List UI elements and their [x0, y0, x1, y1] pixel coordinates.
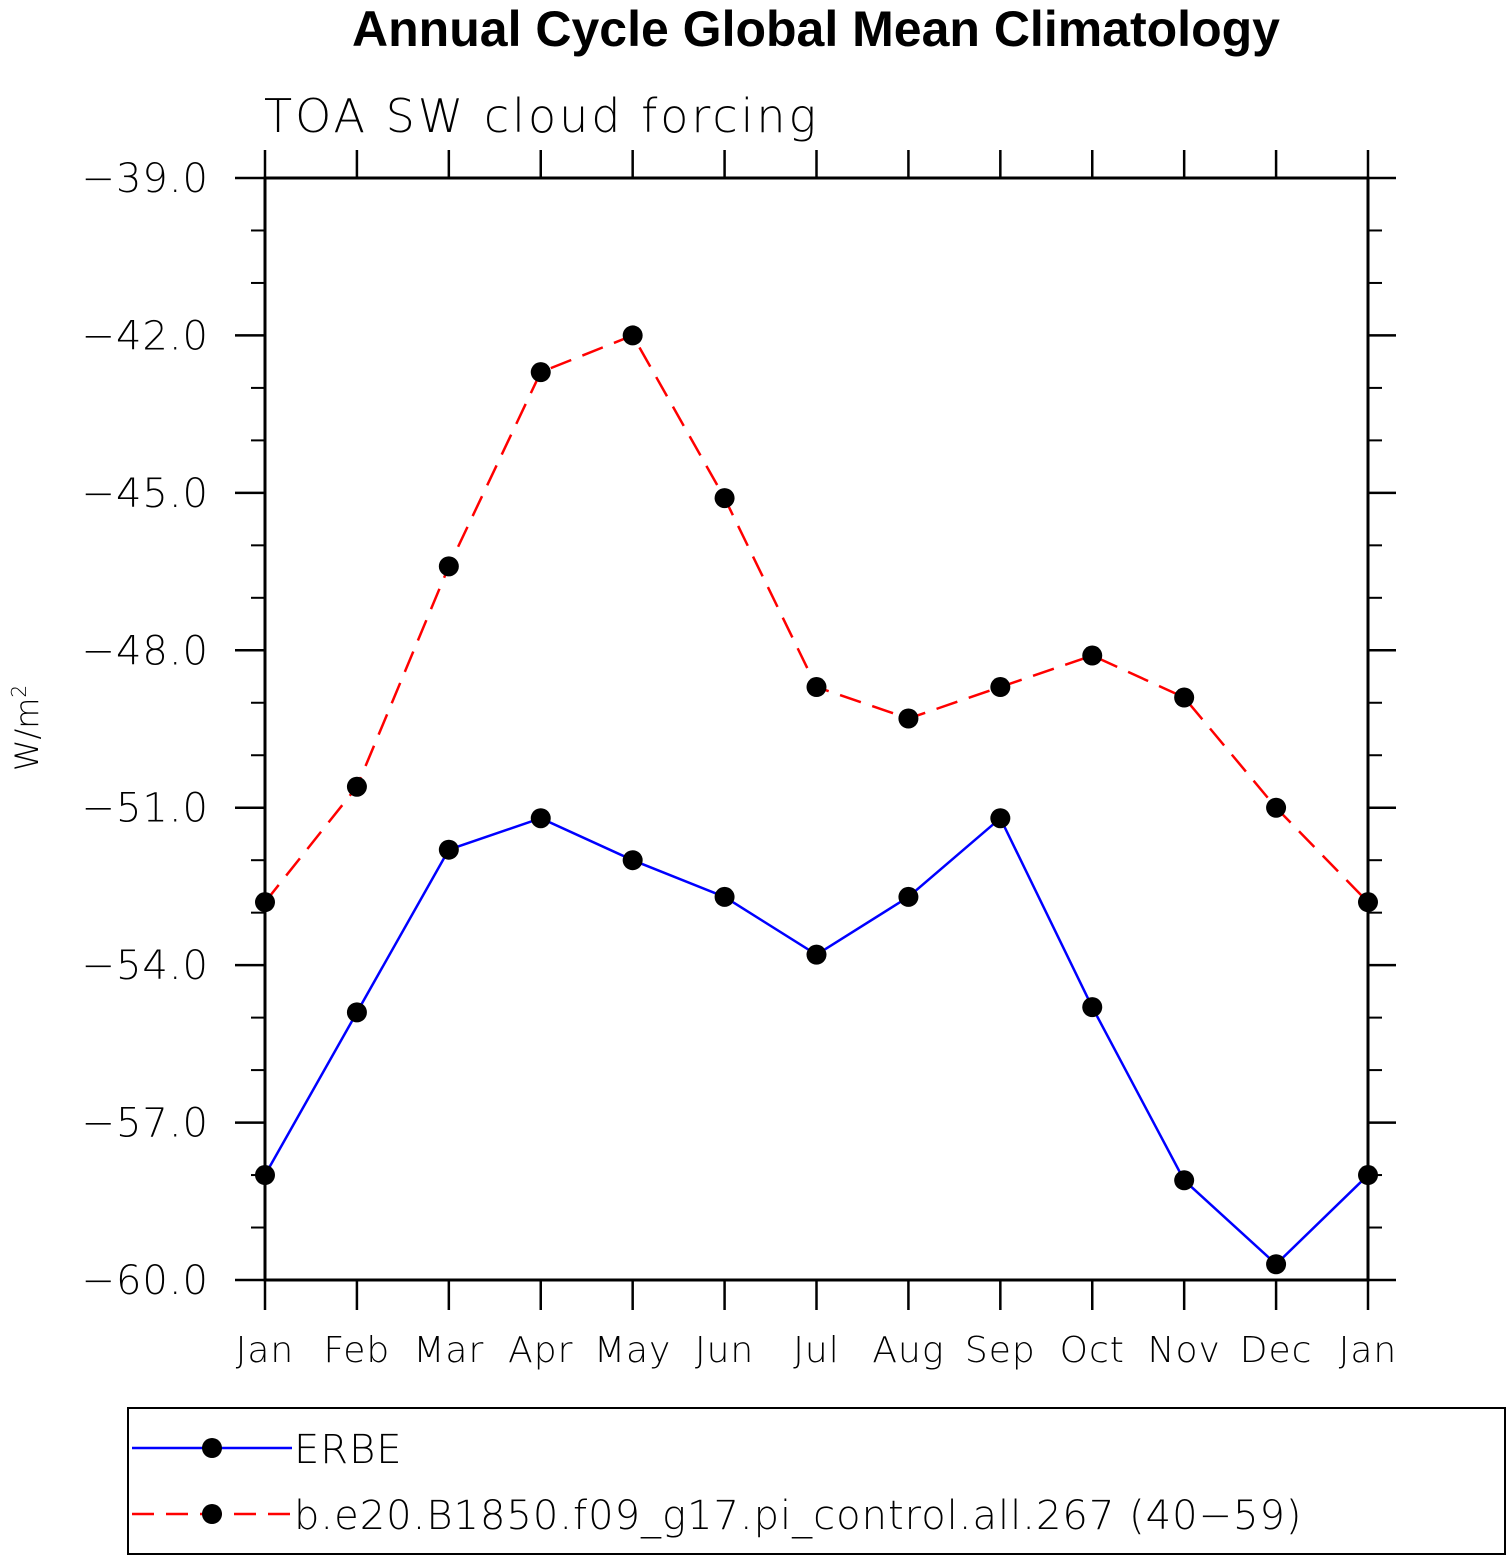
data-point	[255, 1165, 275, 1186]
data-point	[1082, 645, 1103, 666]
x-tick-label: May	[594, 1330, 671, 1371]
data-point	[1266, 1254, 1287, 1275]
legend-box	[127, 1407, 1506, 1555]
y-tick-label: −42.0	[81, 313, 209, 359]
data-point	[346, 776, 367, 797]
y-axis-label: W/m2	[7, 685, 46, 771]
legend-label-2: b.e20.B1850.f09_g17.pi_control.all.267 (…	[294, 1493, 1303, 1539]
data-point	[530, 808, 551, 829]
chart-subtitle: TOA SW cloud forcing	[264, 89, 819, 143]
x-tick-label: Jan	[1339, 1330, 1398, 1371]
data-point	[898, 708, 919, 729]
y-tick-label: −57.0	[81, 1101, 209, 1147]
x-tick-label: Jul	[793, 1330, 839, 1371]
data-point	[806, 677, 827, 698]
data-point	[714, 488, 735, 509]
x-tick-label: Sep	[965, 1330, 1036, 1371]
x-tick-label: Feb	[324, 1330, 391, 1371]
data-point	[1174, 1170, 1195, 1191]
data-point	[990, 677, 1011, 698]
x-tick-label: Apr	[508, 1330, 573, 1371]
legend-label-1: ERBE	[294, 1427, 403, 1473]
data-point	[1266, 797, 1287, 818]
data-point	[622, 325, 643, 346]
data-point	[438, 556, 459, 577]
x-tick-label: Aug	[872, 1330, 944, 1371]
legend-marker-1	[202, 1438, 222, 1458]
data-point	[530, 362, 551, 383]
y-tick-label: −45.0	[81, 471, 209, 517]
y-tick-label: −48.0	[81, 628, 209, 674]
x-tick-label: Jun	[695, 1330, 754, 1371]
legend-marker-2	[202, 1504, 222, 1524]
y-axis-label-base: W/m	[8, 698, 46, 772]
data-point	[255, 892, 275, 913]
data-point	[990, 808, 1011, 829]
series-line-2	[264, 333, 1369, 904]
y-tick-label: −39.0	[81, 156, 209, 202]
x-tick-label: Oct	[1060, 1330, 1125, 1371]
data-point	[714, 886, 735, 907]
chart-title: Annual Cycle Global Mean Climatology	[352, 1, 1280, 57]
y-axis-label-superscript: 2	[7, 685, 31, 698]
data-point	[346, 1002, 367, 1023]
x-tick-label: Jan	[236, 1330, 295, 1371]
data-point	[898, 886, 919, 907]
data-point	[1358, 1165, 1378, 1186]
series-line-1	[263, 816, 1369, 1266]
data-point	[806, 944, 827, 965]
plot-frame	[263, 176, 1370, 1282]
data-point	[438, 839, 459, 860]
x-tick-label: Dec	[1240, 1330, 1313, 1371]
y-tick-label: −60.0	[81, 1258, 209, 1304]
data-point	[1082, 997, 1103, 1018]
data-point	[1174, 687, 1195, 708]
x-tick-label: Nov	[1148, 1330, 1221, 1371]
data-point	[1358, 892, 1378, 913]
x-tick-label: Mar	[413, 1330, 484, 1371]
data-point	[622, 850, 643, 871]
y-tick-label: −54.0	[81, 943, 209, 989]
y-tick-label: −51.0	[81, 786, 209, 832]
